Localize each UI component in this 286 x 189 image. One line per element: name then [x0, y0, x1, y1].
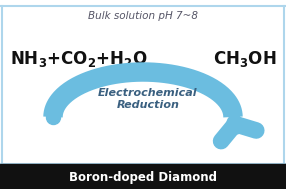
Text: Electrochemical
Reduction: Electrochemical Reduction [98, 88, 198, 110]
Bar [0, 164, 286, 189]
Text: $\mathbf{NH_3{+}CO_2{+}H_2O}$: $\mathbf{NH_3{+}CO_2{+}H_2O}$ [10, 49, 148, 69]
Text: $\mathbf{CH_3OH}$: $\mathbf{CH_3OH}$ [212, 49, 276, 69]
Text: Bulk solution pH 7~8: Bulk solution pH 7~8 [88, 11, 198, 21]
Text: Boron-doped Diamond: Boron-doped Diamond [69, 170, 217, 184]
